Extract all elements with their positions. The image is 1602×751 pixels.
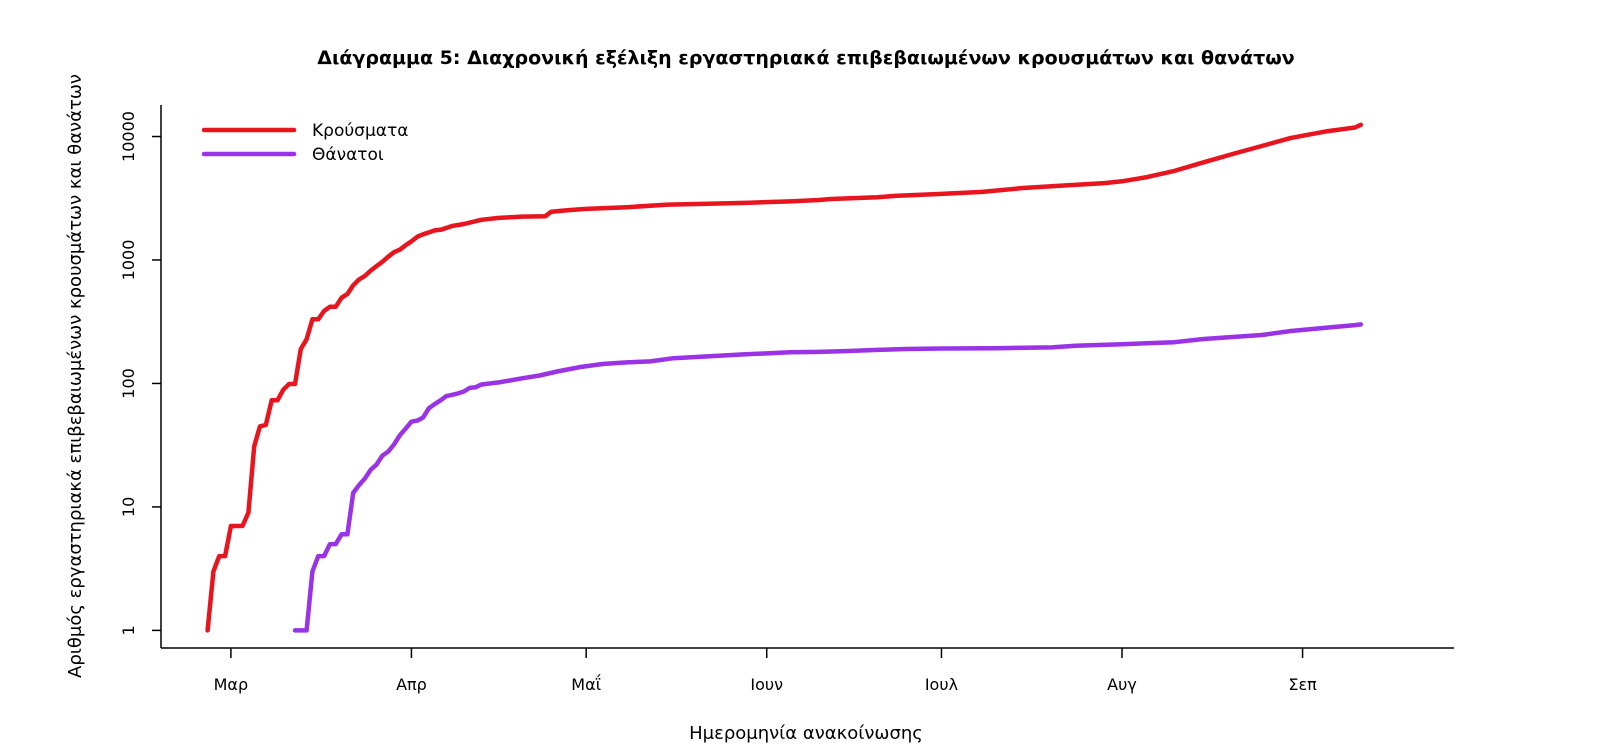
series-line-cases <box>205 122 1364 633</box>
plot-area <box>205 122 1364 633</box>
y-tick-label: 10 <box>119 497 138 517</box>
y-tick-label: 10000 <box>119 111 138 162</box>
x-tick-label: Μαΐ <box>571 674 601 694</box>
x-tick-label: Ιουλ <box>925 675 958 694</box>
x-tick-label: Απρ <box>396 675 427 694</box>
chart-title: Διάγραμμα 5: Διαχρονική εξέλιξη εργαστηρ… <box>317 47 1295 69</box>
series-line-deaths <box>292 322 1364 633</box>
y-tick-label: 1000 <box>119 240 138 281</box>
x-tick-label: Μαρ <box>214 675 249 694</box>
y-tick-label: 100 <box>119 368 138 399</box>
x-axis-label: Ημερομηνία ανακοίνωσης <box>689 723 923 744</box>
legend-label: Κρούσματα <box>312 121 408 141</box>
x-tick-label: Ιουν <box>750 675 783 694</box>
y-axis-ticks: 1 10 100 1000 10000 <box>119 111 161 635</box>
x-tick-label: Αυγ <box>1107 675 1137 694</box>
y-tick-label: 1 <box>119 625 138 635</box>
x-axis-ticks: Μαρ Απρ Μαΐ Ιουν Ιουλ Αυγ Σεπ <box>214 648 1317 694</box>
legend-label: Θάνατοι <box>312 145 384 165</box>
y-axis-label: Αριθμός εργαστηριακά επιβεβαιωμένων κρου… <box>65 74 86 678</box>
legend: Κρούσματα Θάνατοι <box>201 121 408 165</box>
x-tick-label: Σεπ <box>1288 675 1317 694</box>
